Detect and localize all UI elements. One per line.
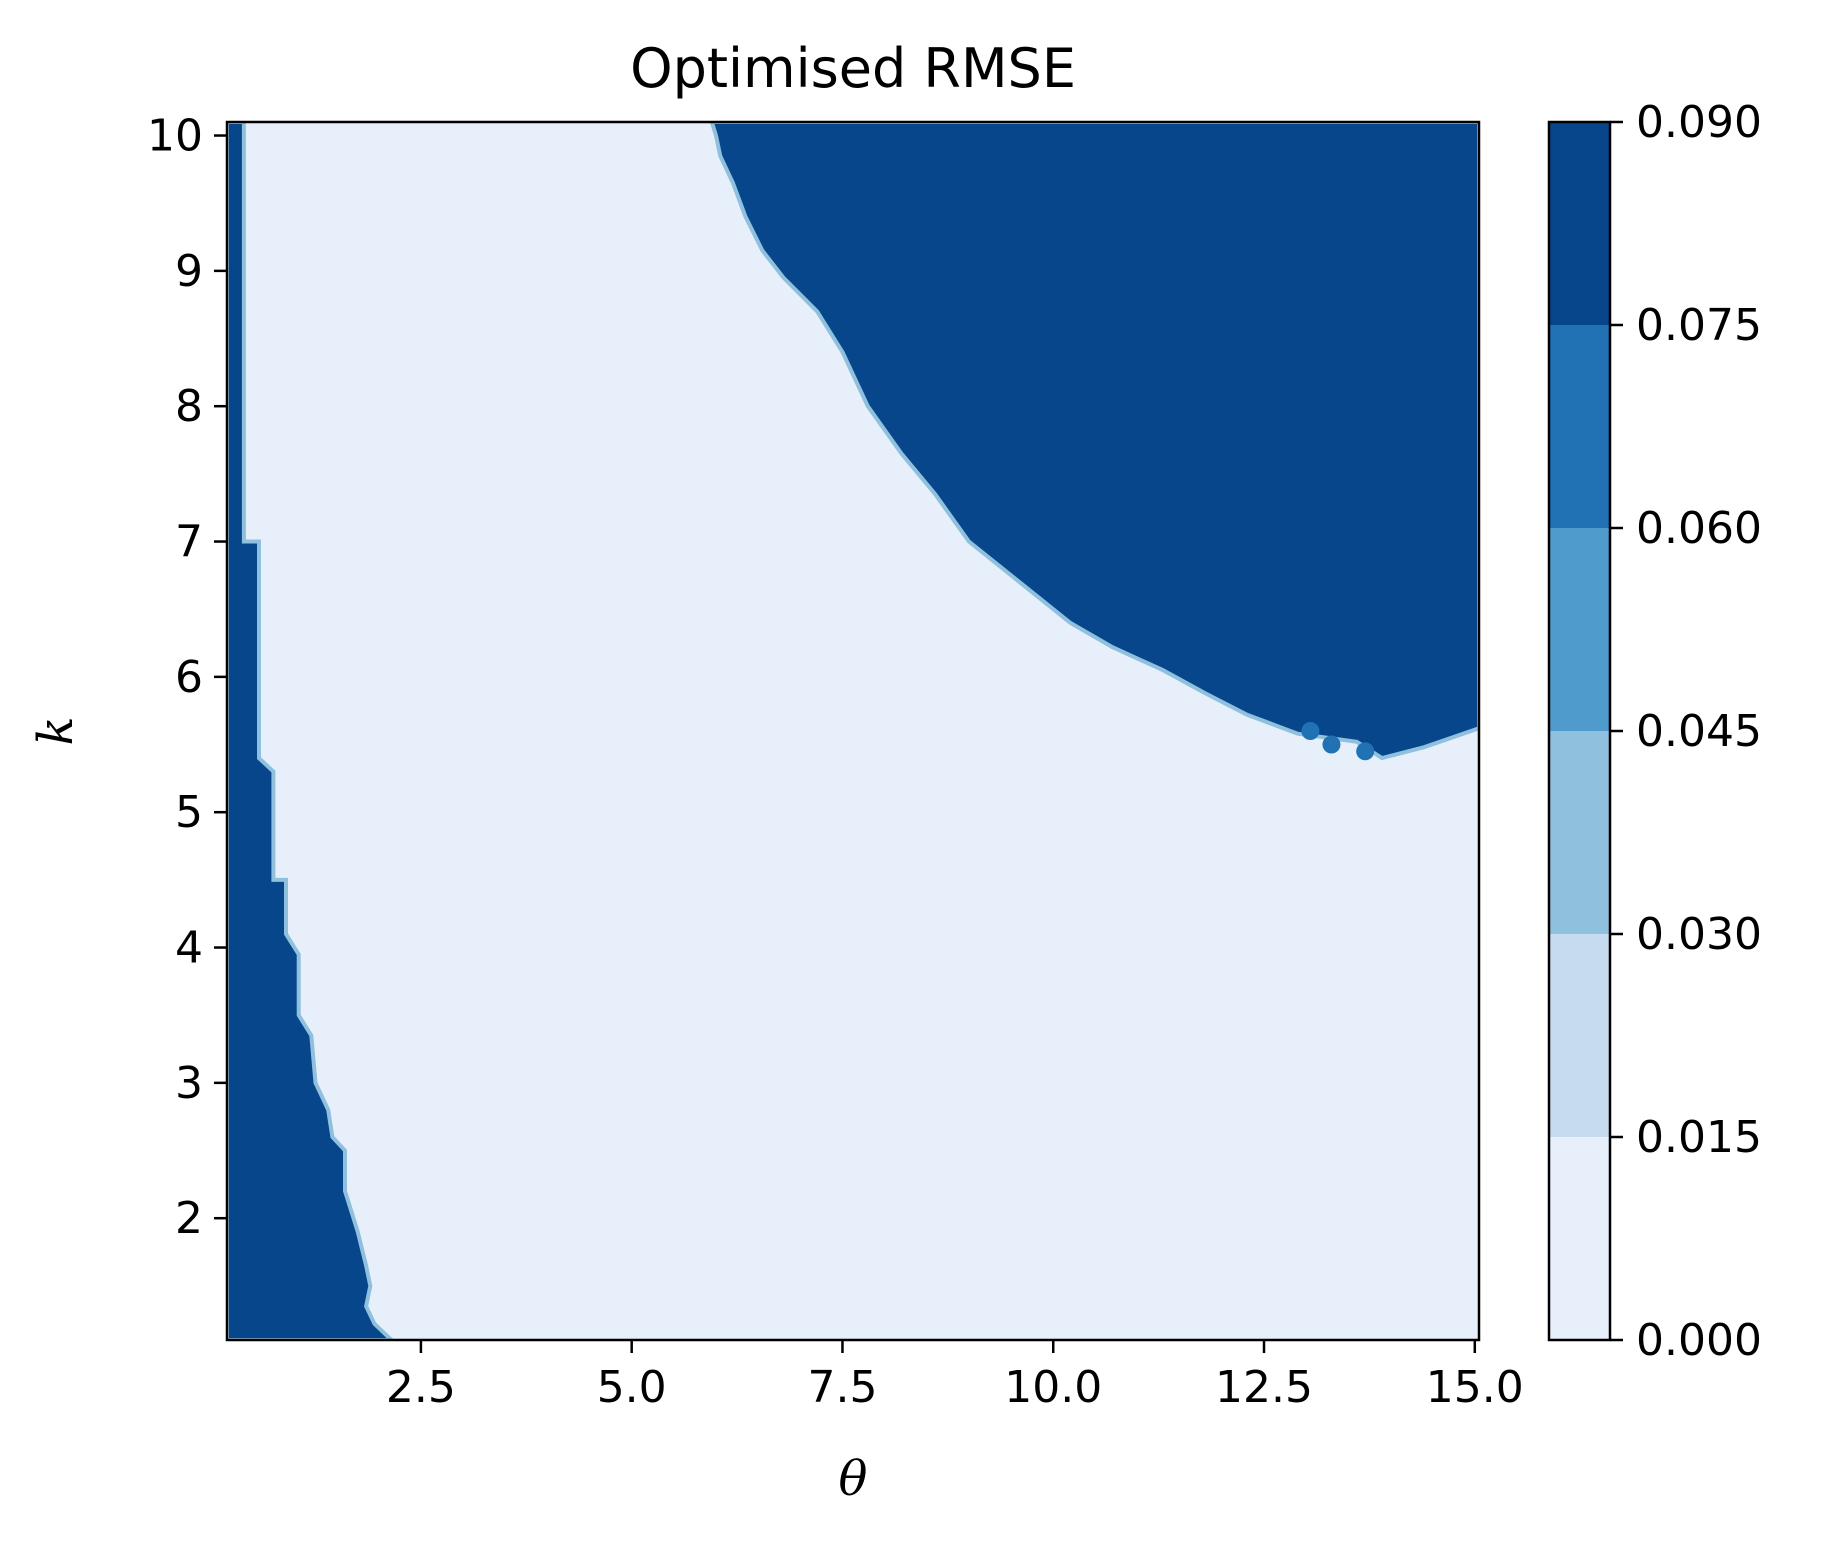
y-axis-label: k bbox=[28, 716, 84, 745]
y-tick-label: 3 bbox=[175, 1058, 203, 1109]
plot-frame bbox=[225, 120, 1481, 1342]
colorbar-band bbox=[1549, 1137, 1610, 1340]
colorbar-tick-label: 0.045 bbox=[1636, 706, 1762, 757]
colorbar-band bbox=[1549, 731, 1610, 934]
heatmap-patch-3 bbox=[1356, 742, 1375, 761]
y-tick-label: 2 bbox=[175, 1193, 203, 1244]
heatmap-region-1 bbox=[227, 122, 395, 1340]
plot-area: 2.5 5.0 7.5 10.0 12.5 15.0 2 3 4 5 6 7 8 9 10 bbox=[147, 111, 1524, 1413]
colorbar-tick-label: 0.000 bbox=[1636, 1315, 1762, 1366]
colorbar-tick-label: 0.015 bbox=[1636, 1112, 1762, 1163]
y-tick-label: 8 bbox=[175, 381, 203, 432]
colorbar-band bbox=[1549, 122, 1610, 325]
colorbar-band bbox=[1549, 528, 1610, 731]
y-tick-label: 10 bbox=[147, 111, 203, 162]
colorbar: 0.000 0.015 0.030 0.045 0.060 0.075 0.090 bbox=[1547, 97, 1762, 1366]
colorbar-tick-label: 0.090 bbox=[1636, 97, 1762, 148]
x-tick-label: 7.5 bbox=[807, 1362, 877, 1413]
x-tick-label: 12.5 bbox=[1215, 1362, 1313, 1413]
y-tick-label: 7 bbox=[175, 517, 203, 568]
x-tick-label: 10.0 bbox=[1004, 1362, 1102, 1413]
y-tick-label: 9 bbox=[175, 246, 203, 297]
heatmap-patch-1 bbox=[1301, 722, 1320, 740]
colorbar-band bbox=[1549, 934, 1610, 1137]
x-tick-label: 2.5 bbox=[386, 1362, 456, 1413]
y-tick-label: 4 bbox=[175, 923, 203, 974]
colorbar-band bbox=[1549, 325, 1610, 528]
heatmap-patch-2 bbox=[1322, 735, 1341, 754]
x-tick-label: 15.0 bbox=[1426, 1362, 1524, 1413]
y-tick-label: 5 bbox=[175, 787, 203, 838]
colorbar-tick-label: 0.060 bbox=[1636, 503, 1762, 554]
y-tick-label: 6 bbox=[175, 652, 203, 703]
x-tick-label: 5.0 bbox=[597, 1362, 667, 1413]
x-axis-ticks: 2.5 5.0 7.5 10.0 12.5 15.0 bbox=[386, 1340, 1524, 1413]
colorbar-tick-label: 0.030 bbox=[1636, 909, 1762, 960]
x-axis-label: θ bbox=[839, 1451, 868, 1507]
heatmap-regions bbox=[227, 122, 1479, 1340]
y-axis-ticks: 2 3 4 5 6 7 8 9 10 bbox=[147, 111, 227, 1244]
chart-title: Optimised RMSE bbox=[630, 37, 1076, 100]
colorbar-tick-label: 0.075 bbox=[1636, 300, 1762, 351]
